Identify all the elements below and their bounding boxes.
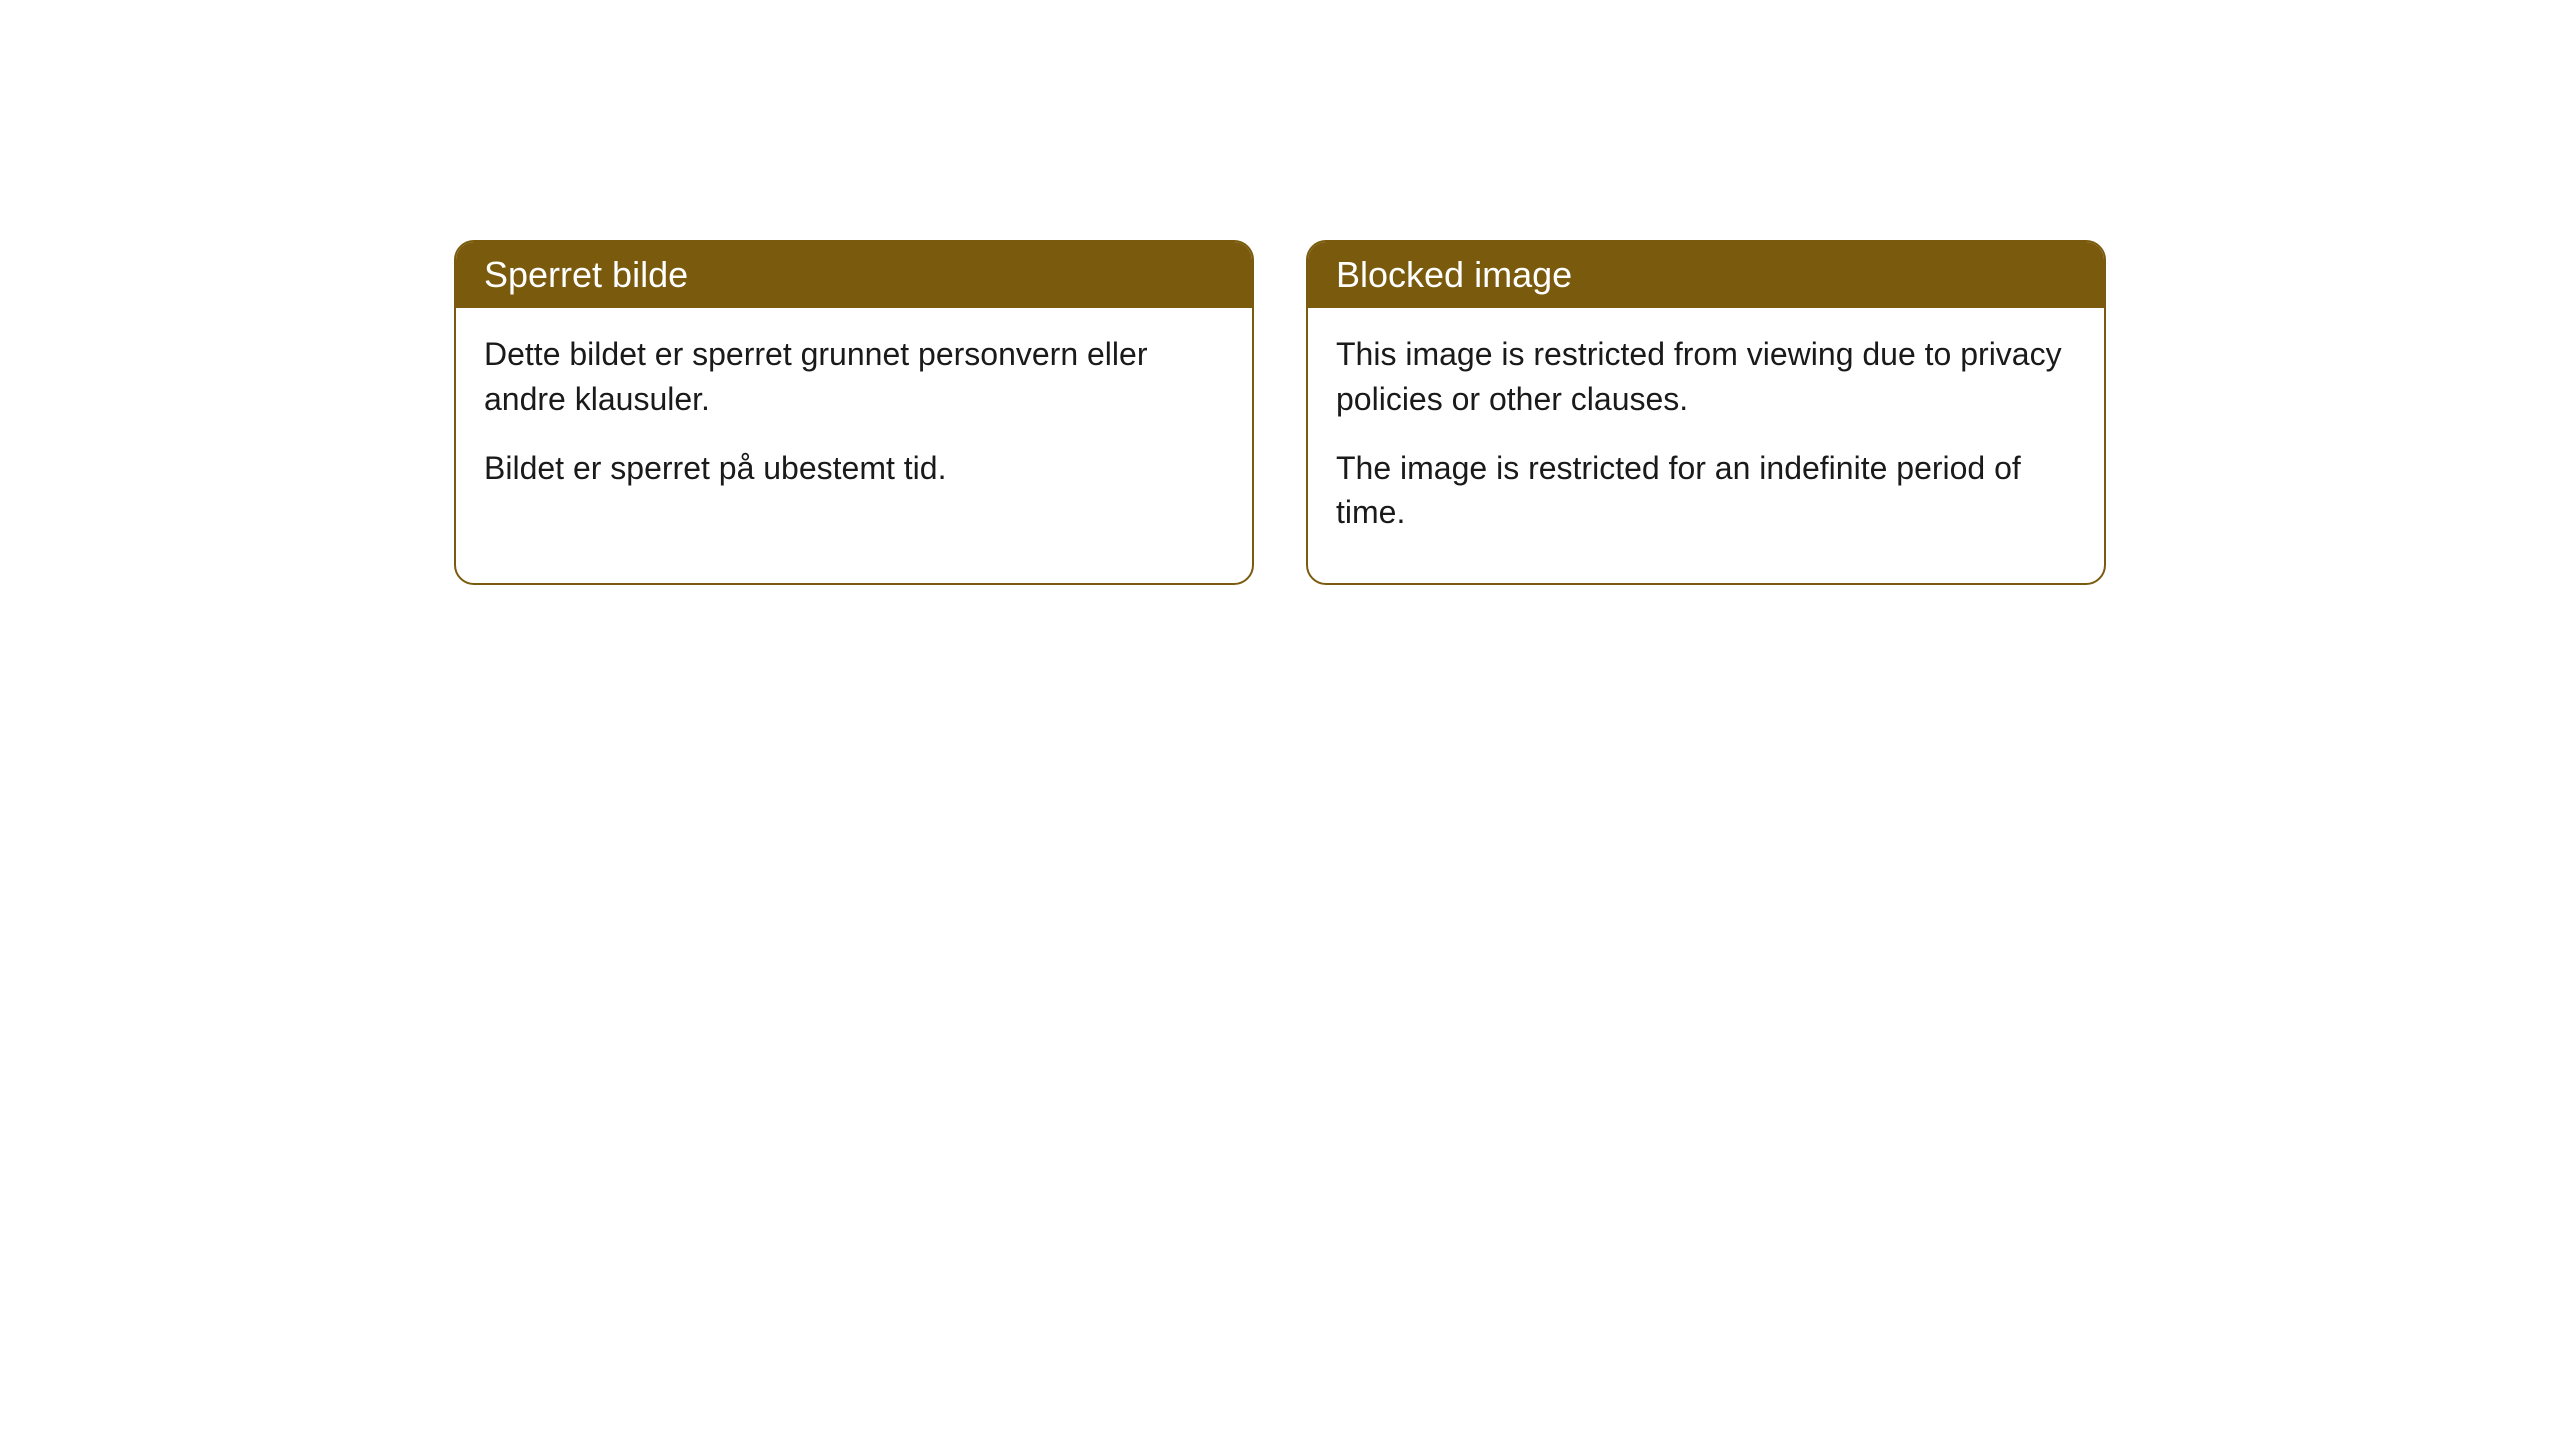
card-text-line: This image is restricted from viewing du…: [1336, 332, 2076, 422]
blocked-image-card-no: Sperret bilde Dette bildet er sperret gr…: [454, 240, 1254, 585]
card-body: This image is restricted from viewing du…: [1308, 308, 2104, 583]
cards-container: Sperret bilde Dette bildet er sperret gr…: [454, 240, 2106, 585]
card-body: Dette bildet er sperret grunnet personve…: [456, 308, 1252, 538]
blocked-image-card-en: Blocked image This image is restricted f…: [1306, 240, 2106, 585]
card-text-line: Bildet er sperret på ubestemt tid.: [484, 446, 1224, 491]
card-header: Sperret bilde: [456, 242, 1252, 308]
card-header: Blocked image: [1308, 242, 2104, 308]
card-text-line: The image is restricted for an indefinit…: [1336, 446, 2076, 536]
card-text-line: Dette bildet er sperret grunnet personve…: [484, 332, 1224, 422]
